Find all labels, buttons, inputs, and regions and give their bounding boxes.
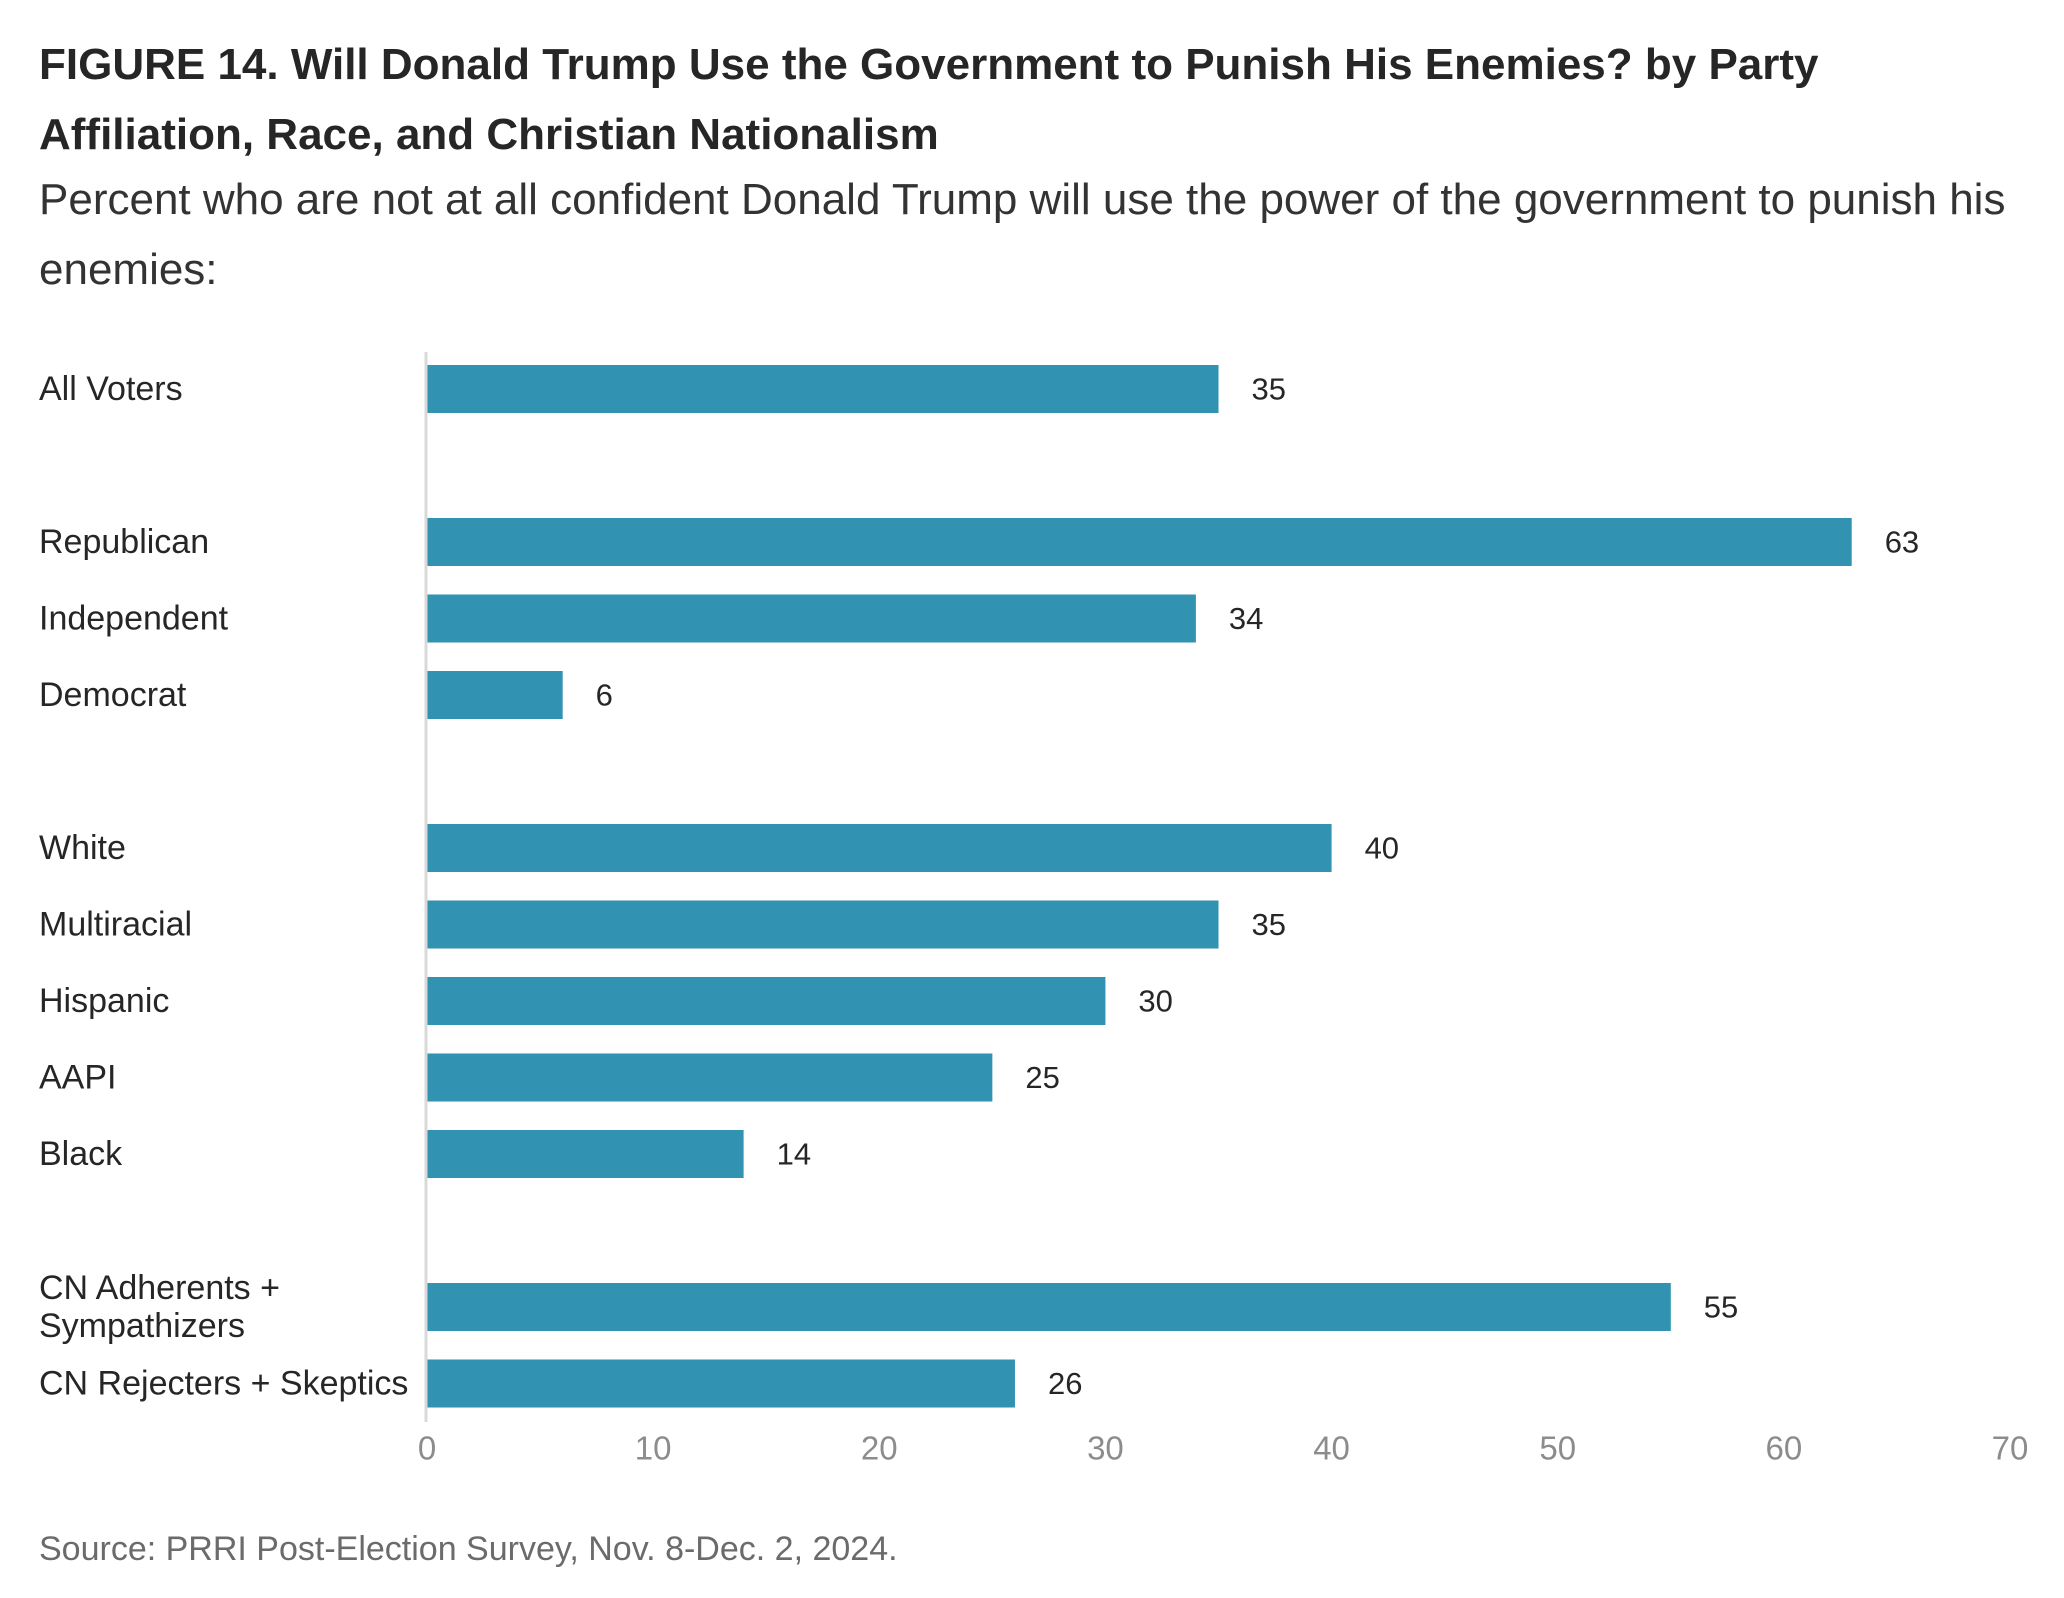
x-tick-label-50: 50 <box>1539 1430 1576 1467</box>
category-label-white: White <box>39 829 126 867</box>
value-label-hispanic: 30 <box>1138 984 1172 1019</box>
bar-black <box>427 1130 744 1178</box>
x-tick-label-30: 30 <box>1087 1430 1124 1467</box>
x-tick-label-20: 20 <box>861 1430 898 1467</box>
x-tick-label-40: 40 <box>1313 1430 1350 1467</box>
value-label-cn-rejecters-skeptics: 26 <box>1048 1366 1082 1401</box>
x-tick-label-0: 0 <box>418 1430 436 1467</box>
bar-republican <box>427 518 1852 566</box>
category-label-black: Black <box>39 1135 123 1173</box>
chart-title: FIGURE 14. Will Donald Trump Use the Gov… <box>39 40 1819 159</box>
bar-independent <box>427 594 1196 643</box>
value-label-cn-adherents-sympathizers: 55 <box>1704 1290 1738 1325</box>
value-label-multiracial: 35 <box>1252 907 1286 942</box>
category-label-aapi: AAPI <box>39 1059 116 1097</box>
category-label-all-voters: All Voters <box>39 370 183 408</box>
bar-aapi <box>427 1053 993 1102</box>
value-label-white: 40 <box>1365 831 1399 866</box>
category-label-democrat: Democrat <box>39 676 187 714</box>
category-label-hispanic: Hispanic <box>39 982 169 1020</box>
x-tick-label-10: 10 <box>635 1430 672 1467</box>
category-label-cn-rejecters-skeptics: CN Rejecters + Skeptics <box>39 1365 408 1403</box>
value-label-independent: 34 <box>1229 601 1263 636</box>
value-label-all-voters: 35 <box>1252 372 1286 407</box>
bar-multiracial <box>427 900 1219 949</box>
x-tick-label-60: 60 <box>1765 1430 1802 1467</box>
bar-cn-rejecters-skeptics <box>427 1359 1015 1408</box>
bar-hispanic <box>427 977 1106 1025</box>
category-label-republican: Republican <box>39 523 209 561</box>
bar-democrat <box>427 671 563 719</box>
value-label-republican: 63 <box>1885 525 1919 560</box>
category-label-independent: Independent <box>39 600 229 638</box>
category-label-multiracial: Multiracial <box>39 906 192 944</box>
bar-all-voters <box>427 365 1219 413</box>
category-label-cn-adherents-sympathizers-line-2: Sympathizers <box>39 1307 245 1345</box>
bar-white <box>427 824 1332 872</box>
value-label-democrat: 6 <box>596 678 613 713</box>
chart-subtitle: Percent who are not at all confident Don… <box>39 175 2006 294</box>
category-label-cn-adherents-sympathizers-line-1: CN Adherents + <box>39 1269 280 1307</box>
bar-cn-adherents-sympathizers <box>427 1283 1671 1331</box>
x-tick-label-70: 70 <box>1992 1430 2029 1467</box>
source-note: Source: PRRI Post-Election Survey, Nov. … <box>39 1530 898 1568</box>
value-label-black: 14 <box>777 1137 811 1172</box>
value-label-aapi: 25 <box>1025 1060 1059 1095</box>
